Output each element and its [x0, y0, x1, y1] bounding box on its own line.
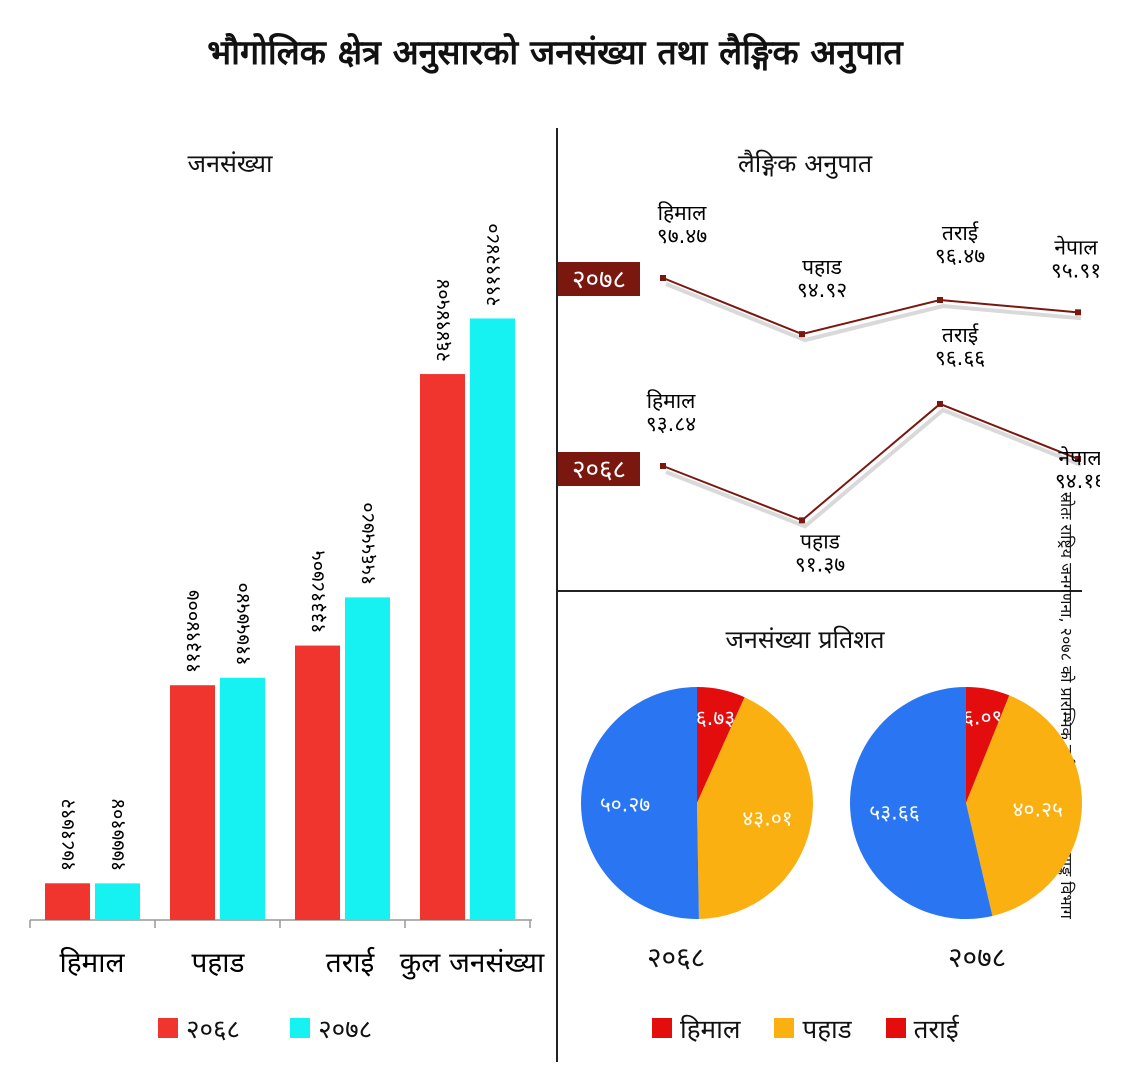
legend-label-2078: २०७८: [318, 1015, 373, 1045]
point-value-label: ९५.९१: [1051, 258, 1100, 282]
pie-chart-title: जनसंख्या प्रतिशत: [725, 625, 885, 654]
series-point: [660, 275, 666, 281]
year-badge-२०७८: [558, 262, 640, 296]
bar-value-label: १३३१८७०५: [306, 550, 330, 633]
bar-value-label: ११७५७५४०: [231, 583, 255, 666]
vertical-divider: [556, 128, 558, 1062]
pie-slice-label: ४०.२५: [1013, 797, 1063, 821]
legend-label-pahad: पहाड: [802, 1015, 852, 1045]
series-line-shadow: [665, 407, 1082, 529]
point-category-label: तराई: [942, 221, 979, 245]
point-category-label: हिमाल: [647, 389, 697, 413]
line-chart-title: लैङ्गिक अनुपात: [737, 149, 873, 178]
legend-swatch-2068: [158, 1018, 178, 1038]
bar-value-label: २९१९२४८०: [481, 223, 505, 306]
point-value-label: ९१.३७: [795, 552, 845, 576]
bar-value-label: ११३९४००७: [181, 590, 205, 673]
legend-label-terai: तराई: [913, 1015, 959, 1045]
bar-chart-title: जनसंख्या: [187, 149, 273, 178]
page-title: भौगोलिक क्षेत्र अनुसारको जनसंख्या तथा लै…: [207, 33, 903, 73]
pie-slice: [697, 697, 813, 919]
point-category-label: हिमाल: [658, 201, 708, 225]
horizontal-divider: [558, 590, 1082, 592]
point-category-label: पहाड: [802, 255, 843, 279]
bar-2078: [345, 597, 390, 920]
category-label: तराई: [326, 946, 376, 979]
series-line-shadow: [665, 282, 1082, 343]
point-category-label: पहाड: [800, 529, 841, 553]
point-value-label: ९४.१६: [1055, 469, 1100, 493]
category-label: पहाड: [191, 946, 245, 979]
series-point: [799, 331, 805, 338]
point-category-label: नेपाल: [1058, 446, 1100, 470]
legend-label-himal: हिमाल: [680, 1015, 741, 1045]
point-category-label: तराई: [942, 323, 979, 347]
pie-charts: ६.७३ ४३.०१ ५०.२७ ६.०९ ४०.२५ ५३.६६: [581, 687, 1082, 919]
series-point: [937, 400, 943, 407]
series-point: [799, 517, 805, 524]
bar-value-label: १५६५५७८०: [356, 502, 380, 585]
series-point: [937, 297, 943, 303]
bar-2068: [420, 374, 465, 921]
category-label: हिमाल: [59, 946, 125, 979]
point-value-label: ९४.९२: [797, 278, 847, 302]
series-point: [1075, 455, 1081, 462]
point-value-label: ९६.६६: [935, 346, 985, 370]
pie-slice: [850, 687, 993, 919]
bar-value-label: १७८१७९२: [56, 798, 80, 871]
pie-slice-label: ६.७३: [696, 706, 735, 730]
legend-label-2068: २०६८: [186, 1015, 241, 1045]
pie-caption-2078: २०७८: [948, 941, 1007, 974]
bar-2078: [220, 677, 265, 920]
series-point: [660, 463, 666, 469]
bar-chart: १७८१७९२ ११३९४००७ १३३१८७०५ २६४९४५०४ १७७७१०४ ११…: [29, 223, 545, 980]
pie-slice: [697, 687, 745, 803]
legend-swatch-terai: [885, 1018, 906, 1038]
legend-swatch-pahad: [774, 1018, 795, 1038]
bar-value-label: २६४९४५०४: [431, 279, 455, 362]
pie-slice: [966, 695, 1082, 916]
bar-2078: [95, 883, 140, 920]
bar-2068: [295, 645, 340, 920]
bar-value-label: १७७७१०४: [106, 799, 130, 872]
year-badge-label: २०६८: [572, 455, 626, 485]
legend-swatch-2078: [290, 1018, 311, 1038]
point-value-label: ९६.४७: [935, 244, 985, 268]
series-point: [1075, 309, 1081, 316]
bar-2078: [470, 318, 515, 920]
bar-legend: २०६८ २०७८: [158, 1010, 372, 1046]
legend-swatch-himal: [652, 1018, 672, 1038]
pie-caption-2068: २०६८: [647, 941, 706, 974]
pie-slice-label: ६.०९: [963, 706, 1002, 730]
point-category-label: नेपाल: [1054, 235, 1098, 259]
series-line-२०७८: [662, 277, 1079, 336]
year-badge-२०६८: [558, 452, 640, 486]
year-badge-label: २०७८: [572, 265, 626, 295]
pie-slice-label: ४३.०१: [742, 807, 792, 831]
point-value-label: ९३.८४: [646, 412, 696, 436]
pie-slice-label: ५०.२७: [600, 793, 650, 817]
point-value-label: ९७.४७: [657, 224, 707, 248]
pie-slice-label: ५३.६६: [869, 800, 919, 824]
category-label: कुल जनसंख्या: [400, 946, 545, 980]
series-line-२०६८: [662, 402, 1079, 522]
pie-legend: हिमाल पहाड तराई: [652, 1010, 959, 1046]
bar-2068: [170, 685, 215, 920]
pie-slice: [966, 687, 1010, 803]
bar-2068: [45, 883, 90, 920]
pie-slice: [581, 687, 699, 919]
